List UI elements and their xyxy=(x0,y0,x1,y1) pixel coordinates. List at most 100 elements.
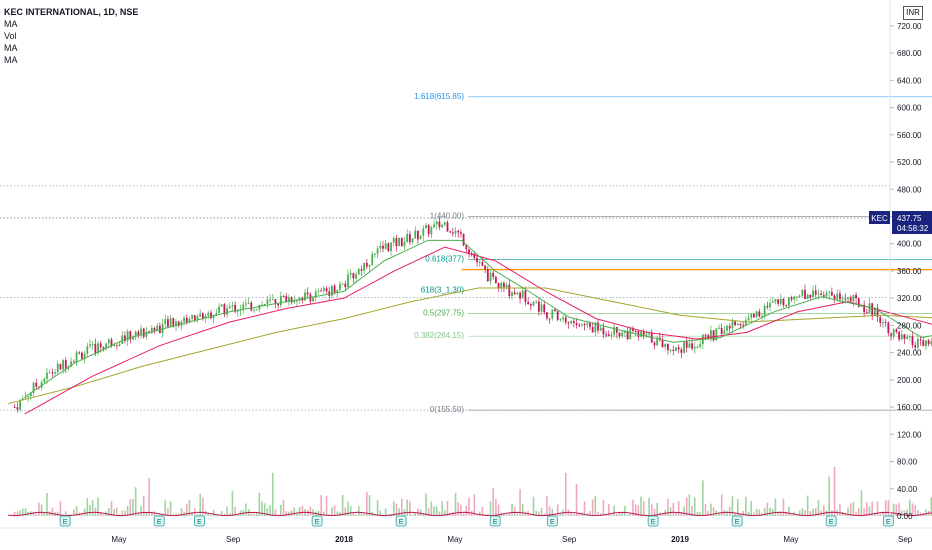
candle-body xyxy=(589,323,591,328)
earnings-markers[interactable]: EEEEEEEEEEEEEEEEEEEE xyxy=(59,515,932,527)
currency-badge[interactable]: INR xyxy=(903,6,923,20)
candle-body xyxy=(516,292,519,295)
candle-body xyxy=(21,398,24,400)
price-axis[interactable]: 0.00 40.00 80.00 120.00 160.00 200.00 240.00 28… xyxy=(889,0,922,528)
volume-bar xyxy=(718,512,720,516)
volume-bar xyxy=(728,506,731,516)
volume-bar xyxy=(86,497,89,516)
indicator-ma-1[interactable]: MA xyxy=(4,19,18,29)
candle-body xyxy=(753,314,755,318)
candle-body xyxy=(607,334,610,336)
candle-body xyxy=(253,309,255,311)
earnings-marker-icon[interactable] xyxy=(825,515,837,527)
volume-bar xyxy=(812,508,814,516)
volume-bar xyxy=(847,507,849,516)
y-tick-label: 600.00 xyxy=(897,104,922,113)
volume-bar xyxy=(857,508,860,516)
candle-body xyxy=(911,336,914,346)
trend-drawings[interactable] xyxy=(461,186,932,298)
candle-body xyxy=(406,234,409,243)
volume-bar xyxy=(183,511,185,516)
candle-body xyxy=(161,323,164,333)
candle-body xyxy=(427,225,430,235)
volume-bar xyxy=(126,505,129,516)
candle-body xyxy=(282,295,285,297)
candle-body xyxy=(847,297,849,300)
candle-body xyxy=(527,302,530,305)
candle-body xyxy=(828,291,831,293)
candle-body xyxy=(744,320,747,326)
earnings-marker-icon[interactable] xyxy=(311,515,323,527)
volume-bar xyxy=(610,514,613,516)
volume-bar xyxy=(271,472,274,516)
candle-body xyxy=(683,341,685,353)
indicator-ma-2[interactable]: MA xyxy=(4,43,18,53)
earnings-marker-icon[interactable] xyxy=(153,515,165,527)
volume-bar xyxy=(780,511,782,516)
time-axis[interactable]: MaySep2018MaySep2019MaySep2020MaySep2021… xyxy=(0,527,932,544)
earnings-marker-letter: E xyxy=(315,519,320,526)
earnings-marker-icon[interactable] xyxy=(731,515,743,527)
candle-body xyxy=(121,335,124,344)
candle-body xyxy=(40,382,43,388)
volume-bar xyxy=(532,496,535,516)
candle-body xyxy=(183,317,185,322)
volume-bar xyxy=(419,509,422,516)
earnings-marker-icon[interactable] xyxy=(882,515,894,527)
candle-body xyxy=(841,298,844,300)
candle-body xyxy=(191,315,194,319)
volume-bar xyxy=(116,507,118,516)
y-tick-label: 680.00 xyxy=(897,49,922,58)
volume-bar xyxy=(258,492,261,516)
earnings-marker-icon[interactable] xyxy=(59,515,71,527)
volume-bar xyxy=(785,511,787,516)
volume-bar xyxy=(548,506,551,516)
candle-body xyxy=(567,322,570,324)
volume-bar xyxy=(831,510,833,516)
candle-body xyxy=(830,291,833,296)
indicator-volume[interactable]: Vol xyxy=(4,31,17,41)
volume-bar xyxy=(83,508,86,516)
volume-bar xyxy=(685,497,688,516)
candle-body xyxy=(153,327,156,331)
earnings-marker-icon[interactable] xyxy=(395,515,407,527)
candle-body xyxy=(634,330,637,332)
volume-bar xyxy=(210,514,212,516)
volume-bar xyxy=(35,513,38,516)
candle-body xyxy=(473,253,476,258)
earnings-marker-icon[interactable] xyxy=(194,515,205,527)
symbol-title[interactable]: KEC INTERNATIONAL, 1D, NSE xyxy=(4,7,139,17)
earnings-marker-letter: E xyxy=(157,519,162,526)
candle-body xyxy=(126,331,129,341)
indicator-ma-3[interactable]: MA xyxy=(4,55,18,65)
fibonacci-retracement[interactable]: 1.618(615.85) 1(440.00) 0.618(377) 0.5(297.… xyxy=(414,92,932,414)
candle-body xyxy=(712,330,715,341)
volume-bar xyxy=(511,503,513,516)
volume-bar xyxy=(449,513,451,516)
volume-bar xyxy=(648,497,650,516)
candle-body xyxy=(640,331,642,337)
candle-body xyxy=(78,352,81,354)
candle-body xyxy=(207,312,210,316)
candle-body xyxy=(809,294,812,298)
earnings-marker-icon[interactable] xyxy=(546,515,558,527)
volume-bar xyxy=(882,511,884,516)
volume-bar xyxy=(309,506,312,516)
candle-body xyxy=(231,304,234,307)
candle-body xyxy=(465,245,468,250)
volume-bar xyxy=(379,510,382,516)
y-tick-label: 400.00 xyxy=(897,240,922,249)
candle-body xyxy=(27,396,30,398)
candle-body xyxy=(325,288,328,292)
price-tag-bg xyxy=(892,211,932,235)
candle-body xyxy=(879,316,882,323)
earnings-marker-icon[interactable] xyxy=(647,515,659,527)
volume-bar xyxy=(855,512,857,516)
volume-bar xyxy=(753,512,755,516)
candle-body xyxy=(333,285,336,294)
volume-bar xyxy=(656,502,658,516)
earnings-marker-icon[interactable] xyxy=(489,515,501,527)
candle-body xyxy=(876,308,879,317)
candle-body xyxy=(142,328,145,337)
